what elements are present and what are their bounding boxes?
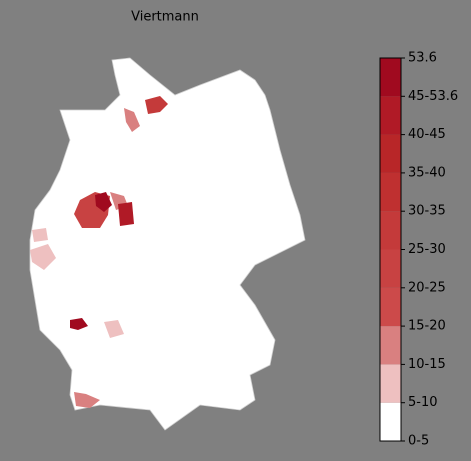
colorbar-label: 30-35 — [408, 204, 446, 219]
colorbar: 0-5 5-10 10-15 15-20 20-25 25-30 30-35 35-40 40-… — [379, 51, 458, 449]
colorbar-segment — [380, 402, 401, 441]
colorbar-segment — [380, 134, 401, 173]
colorbar-label: 20-25 — [408, 280, 446, 295]
germany-map — [29, 57, 306, 431]
colorbar-segment — [380, 211, 401, 250]
region — [95, 192, 112, 212]
colorbar-label: 45-53.6 — [408, 89, 458, 104]
colorbar-segment — [380, 58, 401, 97]
colorbar-label: 40-45 — [408, 127, 446, 142]
colorbar-label: 10-15 — [408, 357, 446, 372]
colorbar-segment — [380, 249, 401, 288]
region — [70, 318, 88, 330]
colorbar-segment — [380, 326, 401, 365]
colorbar-label: 0-5 — [408, 434, 429, 449]
region — [104, 320, 124, 338]
colorbar-segment — [380, 364, 401, 403]
colorbar-label: 15-20 — [408, 319, 446, 334]
colorbar-segment — [380, 96, 401, 135]
country-outline — [29, 57, 306, 431]
map-title: Viertmann — [131, 10, 199, 25]
colorbar-label: 5-10 — [408, 395, 438, 410]
region — [32, 228, 48, 242]
colorbar-label: 35-40 — [408, 165, 446, 180]
colorbar-label: 25-30 — [408, 242, 446, 257]
region — [118, 202, 134, 226]
region — [145, 96, 168, 114]
colorbar-label: 53.6 — [408, 51, 437, 66]
region — [30, 244, 56, 270]
region — [74, 392, 100, 408]
colorbar-segment — [380, 172, 401, 212]
region — [124, 108, 140, 132]
colorbar-segment — [380, 287, 401, 327]
